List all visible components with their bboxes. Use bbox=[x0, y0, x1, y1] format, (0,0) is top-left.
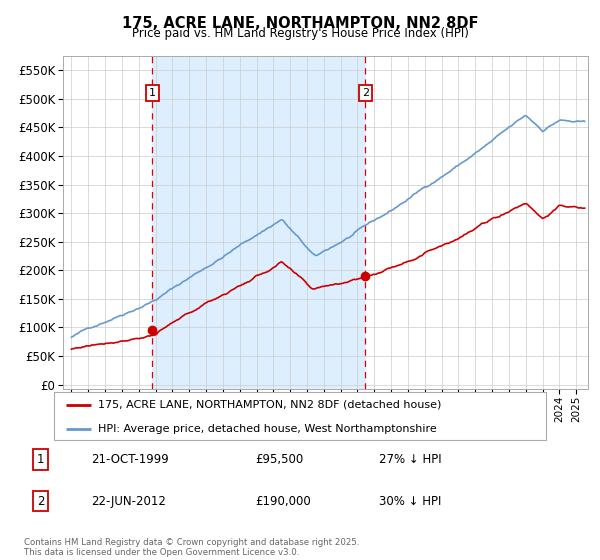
Text: 22-JUN-2012: 22-JUN-2012 bbox=[91, 494, 166, 508]
Text: 2: 2 bbox=[37, 494, 44, 508]
Text: HPI: Average price, detached house, West Northamptonshire: HPI: Average price, detached house, West… bbox=[98, 424, 437, 434]
Text: Price paid vs. HM Land Registry's House Price Index (HPI): Price paid vs. HM Land Registry's House … bbox=[131, 27, 469, 40]
Text: 175, ACRE LANE, NORTHAMPTON, NN2 8DF: 175, ACRE LANE, NORTHAMPTON, NN2 8DF bbox=[122, 16, 478, 31]
Bar bbox=[152, 56, 365, 389]
Text: 1: 1 bbox=[149, 88, 155, 98]
Text: 1: 1 bbox=[37, 453, 44, 466]
Text: 27% ↓ HPI: 27% ↓ HPI bbox=[379, 453, 442, 466]
Text: 2: 2 bbox=[362, 88, 369, 98]
Text: £95,500: £95,500 bbox=[255, 453, 303, 466]
Text: 21-OCT-1999: 21-OCT-1999 bbox=[91, 453, 169, 466]
Text: £190,000: £190,000 bbox=[255, 494, 311, 508]
Text: Contains HM Land Registry data © Crown copyright and database right 2025.
This d: Contains HM Land Registry data © Crown c… bbox=[24, 538, 359, 557]
Text: 175, ACRE LANE, NORTHAMPTON, NN2 8DF (detached house): 175, ACRE LANE, NORTHAMPTON, NN2 8DF (de… bbox=[98, 400, 442, 410]
Text: 30% ↓ HPI: 30% ↓ HPI bbox=[379, 494, 442, 508]
